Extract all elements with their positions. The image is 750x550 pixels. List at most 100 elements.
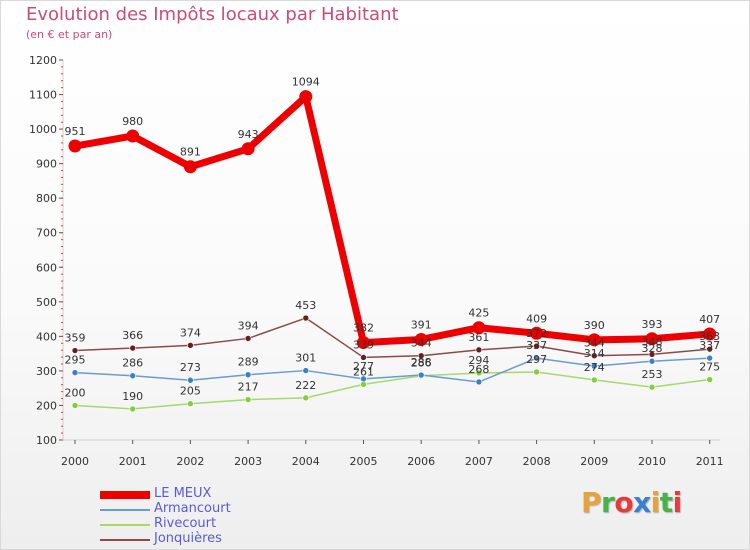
legend-swatch-rivecourt [100, 524, 150, 526]
data-point-rivecourt [590, 376, 598, 384]
data-point-jonquieres [187, 342, 194, 349]
data-point-le-meux [530, 326, 544, 340]
logo-letter: r [601, 486, 615, 519]
y-tick-label: 700 [36, 227, 57, 240]
data-label-jonquieres: 363 [699, 330, 720, 343]
data-label-rivecourt: 274 [584, 361, 605, 374]
data-point-le-meux [183, 160, 197, 174]
data-point-armancourt [187, 376, 194, 384]
data-point-rivecourt [244, 396, 252, 403]
data-point-armancourt [244, 371, 252, 379]
x-tick-label: 2004 [292, 455, 320, 468]
data-label-rivecourt: 253 [642, 368, 663, 381]
data-label-jonquieres: 344 [411, 337, 432, 350]
data-label-armancourt: 286 [122, 357, 143, 370]
data-point-rivecourt [187, 400, 194, 408]
data-label-armancourt: 328 [642, 342, 663, 355]
data-label-le-meux: 409 [526, 312, 547, 325]
y-tick-label: 400 [36, 330, 57, 343]
data-point-armancourt [417, 371, 425, 379]
data-point-jonquieres [360, 354, 367, 361]
data-label-le-meux: 407 [699, 313, 720, 326]
data-point-jonquieres [533, 342, 540, 350]
data-point-le-meux [68, 139, 82, 153]
data-point-le-meux [414, 332, 428, 346]
data-point-le-meux [299, 90, 313, 104]
x-tick-label: 2002 [176, 455, 204, 468]
chart-title: Evolution des Impôts locaux par Habitant [26, 4, 399, 25]
logo-letter: i [650, 486, 661, 519]
data-label-le-meux: 891 [180, 146, 201, 159]
proxiti-logo: Proxiti [581, 486, 682, 519]
data-point-armancourt [475, 378, 483, 386]
data-label-armancourt: 301 [295, 352, 316, 365]
data-point-armancourt [129, 372, 136, 380]
x-tick-label: 2003 [234, 455, 262, 468]
data-point-jonquieres [590, 352, 598, 360]
data-point-jonquieres [706, 345, 714, 353]
data-label-armancourt: 268 [468, 363, 489, 376]
data-point-rivecourt [648, 383, 656, 391]
data-label-le-meux: 943 [238, 128, 259, 141]
data-label-jonquieres: 344 [584, 337, 605, 350]
data-point-armancourt [360, 375, 367, 383]
data-label-armancourt: 337 [699, 339, 720, 352]
legend-label-le-meux: LE MEUX [154, 486, 212, 501]
data-point-le-meux [472, 321, 486, 335]
data-label-rivecourt: 190 [122, 390, 143, 403]
y-tick-label: 100 [36, 434, 57, 447]
logo-letter: o [614, 486, 634, 519]
data-label-le-meux: 393 [642, 318, 663, 331]
data-label-rivecourt: 261 [353, 365, 374, 378]
data-point-jonquieres [71, 347, 79, 354]
logo-letter: x [633, 486, 651, 519]
data-point-jonquieres [475, 346, 483, 354]
data-point-jonquieres [648, 351, 656, 358]
data-point-armancourt [533, 354, 540, 362]
data-point-armancourt [590, 362, 598, 370]
legend-swatch-armancourt [100, 509, 150, 511]
data-label-rivecourt: 294 [468, 354, 489, 367]
data-label-jonquieres: 348 [642, 335, 663, 348]
data-label-jonquieres: 361 [468, 331, 489, 344]
data-label-le-meux: 390 [584, 319, 605, 332]
logo-letter: i [672, 486, 683, 519]
data-point-rivecourt [129, 405, 136, 413]
data-point-armancourt [706, 354, 714, 362]
x-tick-label: 2001 [119, 455, 147, 468]
legend-label-armancourt: Armancourt [154, 501, 231, 516]
data-point-rivecourt [360, 381, 367, 388]
chart-series [68, 90, 717, 413]
data-label-armancourt: 288 [411, 356, 432, 369]
data-label-rivecourt: 205 [180, 385, 201, 398]
data-point-rivecourt [302, 394, 310, 402]
data-label-rivecourt: 275 [699, 361, 720, 374]
data-label-le-meux: 1094 [292, 76, 320, 89]
data-label-jonquieres: 374 [180, 326, 201, 339]
x-tick-label: 2007 [465, 455, 493, 468]
y-tick-label: 800 [36, 192, 57, 205]
data-label-le-meux: 425 [468, 307, 489, 320]
logo-letter: t [659, 486, 673, 519]
y-tick-label: 300 [36, 365, 57, 378]
y-tick-label: 1100 [29, 89, 57, 102]
legend-label-rivecourt: Rivecourt [154, 516, 217, 531]
data-label-armancourt: 314 [584, 347, 605, 360]
data-label-jonquieres: 394 [238, 319, 259, 332]
data-point-le-meux [587, 333, 601, 347]
data-label-armancourt: 277 [353, 360, 374, 373]
x-tick-label: 2011 [696, 455, 724, 468]
data-label-armancourt: 337 [526, 339, 547, 352]
data-label-jonquieres: 372 [526, 327, 547, 340]
legend-swatch-le-meux [100, 491, 150, 499]
x-tick-label: 2005 [350, 455, 378, 468]
data-label-jonquieres: 366 [122, 329, 143, 342]
data-point-rivecourt [475, 369, 483, 377]
data-label-armancourt: 273 [180, 361, 201, 374]
logo-letter: P [581, 486, 602, 519]
data-point-rivecourt [706, 376, 714, 383]
data-point-jonquieres [129, 344, 136, 352]
data-point-le-meux [357, 336, 370, 350]
data-point-le-meux [126, 129, 140, 143]
chart-subtitle: (en € et par an) [26, 28, 113, 41]
